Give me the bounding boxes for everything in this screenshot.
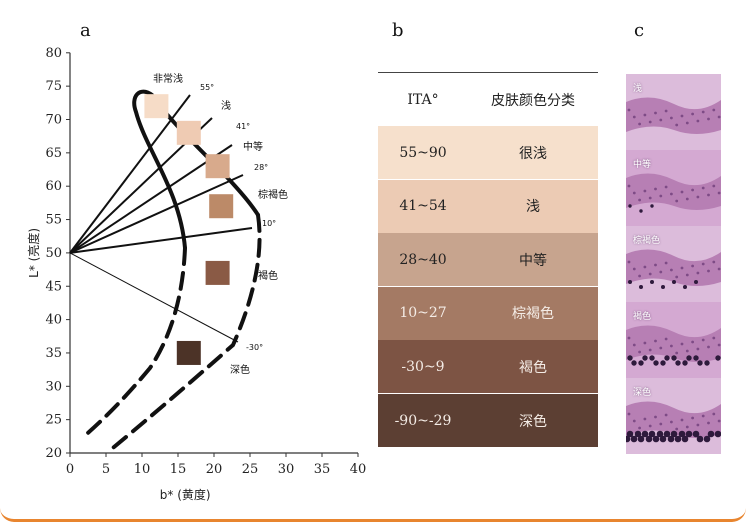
x-tick-label: 40: [350, 462, 367, 477]
skin-class: 褐色: [519, 359, 547, 376]
category-label: 褐色: [258, 269, 278, 282]
histology-tile: 棕褐色: [626, 226, 721, 302]
skin-class: 棕褐色: [512, 306, 554, 323]
table-row: 28~40 中等: [378, 233, 598, 287]
x-tick-label: 25: [242, 462, 259, 477]
skin-swatch: [144, 94, 169, 119]
panel-label-c: c: [634, 20, 645, 41]
y-axis-title: L* (亮度): [26, 228, 41, 278]
histology-label: 棕褐色: [633, 236, 661, 246]
ita-boundary-ray: [69, 144, 233, 254]
y-tick-label: 75: [45, 79, 62, 94]
tissue-image: [626, 150, 721, 226]
x-tick-label: 10: [134, 462, 151, 477]
histology-tile: 中等: [626, 150, 721, 226]
x-tick-label: 15: [170, 462, 187, 477]
angle-label: 10°: [262, 219, 276, 228]
y-tick-label: 65: [45, 146, 62, 161]
y-tick-label: 20: [45, 446, 62, 461]
skin-class: 浅: [526, 199, 540, 216]
tissue-image: [626, 74, 721, 150]
histology-label: 浅: [633, 84, 643, 94]
y-tick-label: 70: [45, 113, 62, 128]
table-row: 41~54 浅: [378, 179, 598, 233]
boundary-curve-dashed-outer: [106, 213, 262, 454]
y-tick-label: 45: [45, 279, 62, 294]
x-tick-label: 0: [66, 462, 74, 477]
category-label: 非常浅: [153, 72, 183, 85]
x-axis-title: b* (黄度): [160, 487, 211, 502]
x-tick-label: 5: [102, 462, 110, 477]
table-row: -90~-29 深色: [378, 394, 598, 447]
histology-tile: 浅: [626, 74, 721, 150]
skin-class: 深色: [519, 413, 547, 430]
x-tick-label: 20: [206, 462, 223, 477]
x-tick-label: 30: [278, 462, 295, 477]
tissue-image: [626, 226, 721, 302]
y-tick-label: 50: [45, 246, 62, 261]
skin-swatch: [176, 340, 201, 365]
table-row: 55~90 很浅: [378, 126, 598, 179]
angle-label: -30°: [246, 343, 263, 352]
y-tick-label: 30: [45, 379, 62, 394]
histology-tile: 褐色: [626, 302, 721, 378]
y-tick-label: 80: [45, 46, 62, 61]
histology-strip: 浅中等棕褐色褐色深色: [626, 74, 721, 454]
y-tick-label: 35: [45, 346, 62, 361]
table-header: ITA° 皮肤颜色分类: [378, 72, 598, 127]
ita-boundary-ray: [69, 94, 191, 254]
histology-label: 深色: [633, 388, 652, 398]
skin-swatch: [205, 260, 230, 285]
ita-range: 41~54: [399, 198, 447, 215]
ita-boundary-ray-thin: [69, 252, 239, 343]
y-tick-label: 55: [45, 213, 62, 228]
ita-range: -90~-29: [394, 412, 452, 429]
skin-class: 中等: [519, 252, 547, 269]
category-label: 棕褐色: [258, 188, 288, 201]
histology-label: 中等: [633, 160, 652, 170]
ita-boundary-ray: [69, 227, 253, 254]
tissue-image: [626, 302, 721, 378]
angle-label: 55°: [200, 83, 214, 92]
tissue-image: [626, 378, 721, 454]
angle-label: 28°: [254, 163, 268, 172]
header-class: 皮肤颜色分类: [491, 93, 575, 109]
skin-class: 很浅: [519, 145, 547, 162]
ita-table: ITA° 皮肤颜色分类 55~90 很浅 41~54 浅 28~40 中等 10~27 棕褐色…: [378, 72, 598, 458]
table-row: 10~27 棕褐色: [378, 286, 598, 340]
panel-label-a: a: [80, 20, 91, 41]
header-ita: ITA°: [407, 92, 439, 108]
y-tick-label: 25: [45, 413, 62, 428]
category-label: 浅: [221, 99, 231, 112]
histology-tile: 深色: [626, 378, 721, 454]
histology-label: 褐色: [633, 312, 652, 322]
category-label: 深色: [230, 363, 250, 376]
panel-label-b: b: [392, 20, 404, 41]
ita-range: 10~27: [399, 305, 447, 322]
x-tick-label: 35: [314, 462, 331, 477]
angle-label: 41°: [236, 122, 250, 131]
skin-swatch: [205, 154, 230, 179]
ita-boundary-ray: [69, 174, 244, 254]
ita-range: 28~40: [399, 251, 447, 268]
category-label: 中等: [243, 140, 263, 153]
table-row: -30~9 褐色: [378, 340, 598, 394]
ita-range: 55~90: [399, 144, 447, 161]
skin-swatch: [209, 194, 234, 219]
y-tick-label: 60: [45, 179, 62, 194]
y-tick-label: 40: [45, 313, 62, 328]
skin-swatch: [176, 120, 201, 145]
boundary-curve-dashed-inner: [80, 246, 187, 440]
ita-range: -30~9: [401, 358, 445, 375]
